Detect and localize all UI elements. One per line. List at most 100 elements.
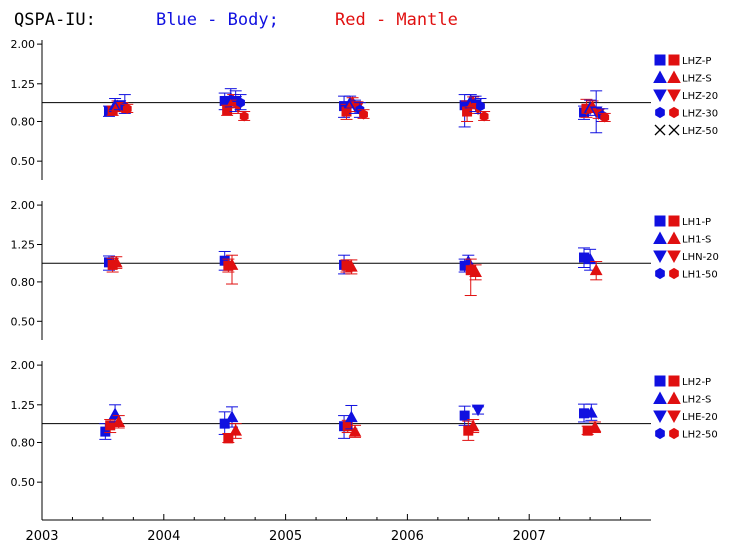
data-point	[584, 403, 598, 421]
data-point	[589, 261, 603, 281]
y-tick-label: 0.80	[11, 436, 36, 449]
point-marker	[109, 255, 123, 268]
legend-item: LHZ-P	[654, 54, 711, 67]
panel-3: 2.00 1.25 0.80 0.50 LH2-P LH2-S LHE-20 LH2-50	[11, 359, 718, 501]
cross-stroke-b	[654, 124, 666, 136]
legend-label: LHZ-50	[682, 126, 718, 137]
point-marker	[229, 424, 243, 436]
legend-marker-blue	[654, 124, 666, 136]
data-point	[112, 415, 126, 429]
point-marker	[584, 406, 598, 418]
point-marker	[589, 263, 603, 276]
legend-label: LH1-S	[682, 235, 711, 246]
legend-label: LHZ-30	[682, 109, 718, 120]
legend-item: LH2-S	[653, 391, 711, 406]
point-marker	[225, 410, 239, 423]
legend-item: LHE-20	[653, 410, 718, 424]
point-marker	[236, 97, 245, 108]
point-marker	[345, 260, 358, 272]
legend-marker-blue	[653, 391, 667, 404]
data-point	[588, 420, 602, 434]
legend-marker-red	[667, 410, 681, 424]
legend: LH1-P LH1-S LHN-20 LH1-50	[653, 215, 719, 281]
blue-body-label: Blue - Body;	[156, 10, 279, 30]
legend-marker-red	[669, 267, 679, 280]
point-marker	[469, 265, 482, 278]
data-point	[578, 247, 591, 268]
data-point	[471, 404, 485, 417]
data-point	[238, 111, 251, 122]
data-point	[357, 109, 370, 120]
point-marker	[225, 258, 239, 270]
legend-label: LH2-S	[682, 395, 711, 406]
y-tick-label: 0.50	[11, 476, 36, 489]
data-point	[229, 423, 243, 439]
legend-item: LH2-50	[655, 427, 718, 441]
point-marker	[112, 415, 126, 427]
legend-marker-blue	[653, 231, 667, 244]
point-marker	[600, 112, 610, 123]
station-title: QSPA-IU:	[14, 10, 96, 30]
y-tick-label: 2.00	[11, 359, 36, 372]
y-tick-label: 0.80	[11, 115, 36, 128]
data-point	[345, 259, 358, 275]
data-point	[121, 103, 134, 114]
legend-label: LHZ-S	[682, 74, 712, 85]
legend-marker-red	[667, 70, 681, 83]
y-tick-label: 1.25	[11, 238, 36, 251]
point-marker	[466, 419, 480, 432]
x-tick-label: 2005	[269, 529, 302, 544]
legend-marker-red	[667, 391, 681, 404]
legend: LH2-P LH2-S LHE-20 LH2-50	[653, 375, 718, 441]
point-marker	[479, 111, 489, 122]
data-point	[598, 112, 611, 123]
legend-label: LHE-20	[682, 412, 718, 423]
legend-marker-blue	[654, 375, 666, 387]
point-marker	[348, 425, 362, 437]
legend-item: LH1-50	[655, 267, 718, 281]
x-tick-label: 2006	[391, 529, 424, 544]
legend-item: LH1-S	[653, 231, 711, 246]
point-marker	[222, 105, 233, 116]
data-point	[234, 94, 247, 111]
legend-marker-blue	[655, 267, 665, 280]
cross-stroke-b	[668, 124, 680, 136]
data-point	[458, 405, 471, 426]
legend-item: LHZ-30	[655, 106, 718, 120]
legend-label: LH1-50	[682, 270, 718, 281]
point-marker	[471, 404, 485, 417]
legend-marker-red	[669, 427, 679, 440]
x-tick-label: 2003	[25, 529, 58, 544]
y-tick-label: 1.25	[11, 78, 36, 91]
y-tick-label: 2.00	[11, 199, 36, 212]
data-point	[348, 424, 362, 438]
point-marker	[239, 111, 249, 122]
data-point	[469, 264, 482, 281]
data-point	[466, 419, 480, 434]
legend-marker-red	[668, 215, 680, 227]
legend: LHZ-P LHZ-S LHZ-20 LHZ-30 LHZ-50	[653, 54, 718, 137]
y-tick-label: 1.25	[11, 399, 36, 412]
legend-label: LH1-P	[682, 217, 711, 228]
legend-item: LHN-20	[653, 250, 719, 264]
point-marker	[359, 109, 368, 120]
legend-marker-red	[668, 54, 680, 66]
point-marker	[345, 410, 358, 423]
x-tick-label: 2004	[147, 529, 180, 544]
legend-label: LH2-P	[682, 377, 711, 388]
legend-label: LHZ-P	[682, 56, 711, 67]
point-marker	[459, 410, 470, 421]
legend-marker-blue	[654, 215, 666, 227]
legend-marker-red	[667, 250, 681, 264]
panel-1: 2.001.250.800.50LHZ-PLHZ-SLHZ-20LHZ-30LH…	[11, 38, 718, 180]
legend-label: LH2-50	[682, 430, 718, 441]
legend-label: LHN-20	[682, 252, 719, 263]
panel-2: 2.00 1.25 0.80 0.50 LH1-P LH1-S LHN-20 LH1-50	[11, 199, 719, 340]
data-point	[581, 425, 594, 436]
legend-item: LHZ-S	[653, 70, 712, 85]
legend-marker-blue	[653, 250, 667, 264]
legend-marker-red	[668, 124, 680, 136]
legend-marker-blue	[653, 89, 667, 103]
y-tick-label: 0.50	[11, 315, 36, 328]
y-tick-label: 2.00	[11, 38, 36, 51]
